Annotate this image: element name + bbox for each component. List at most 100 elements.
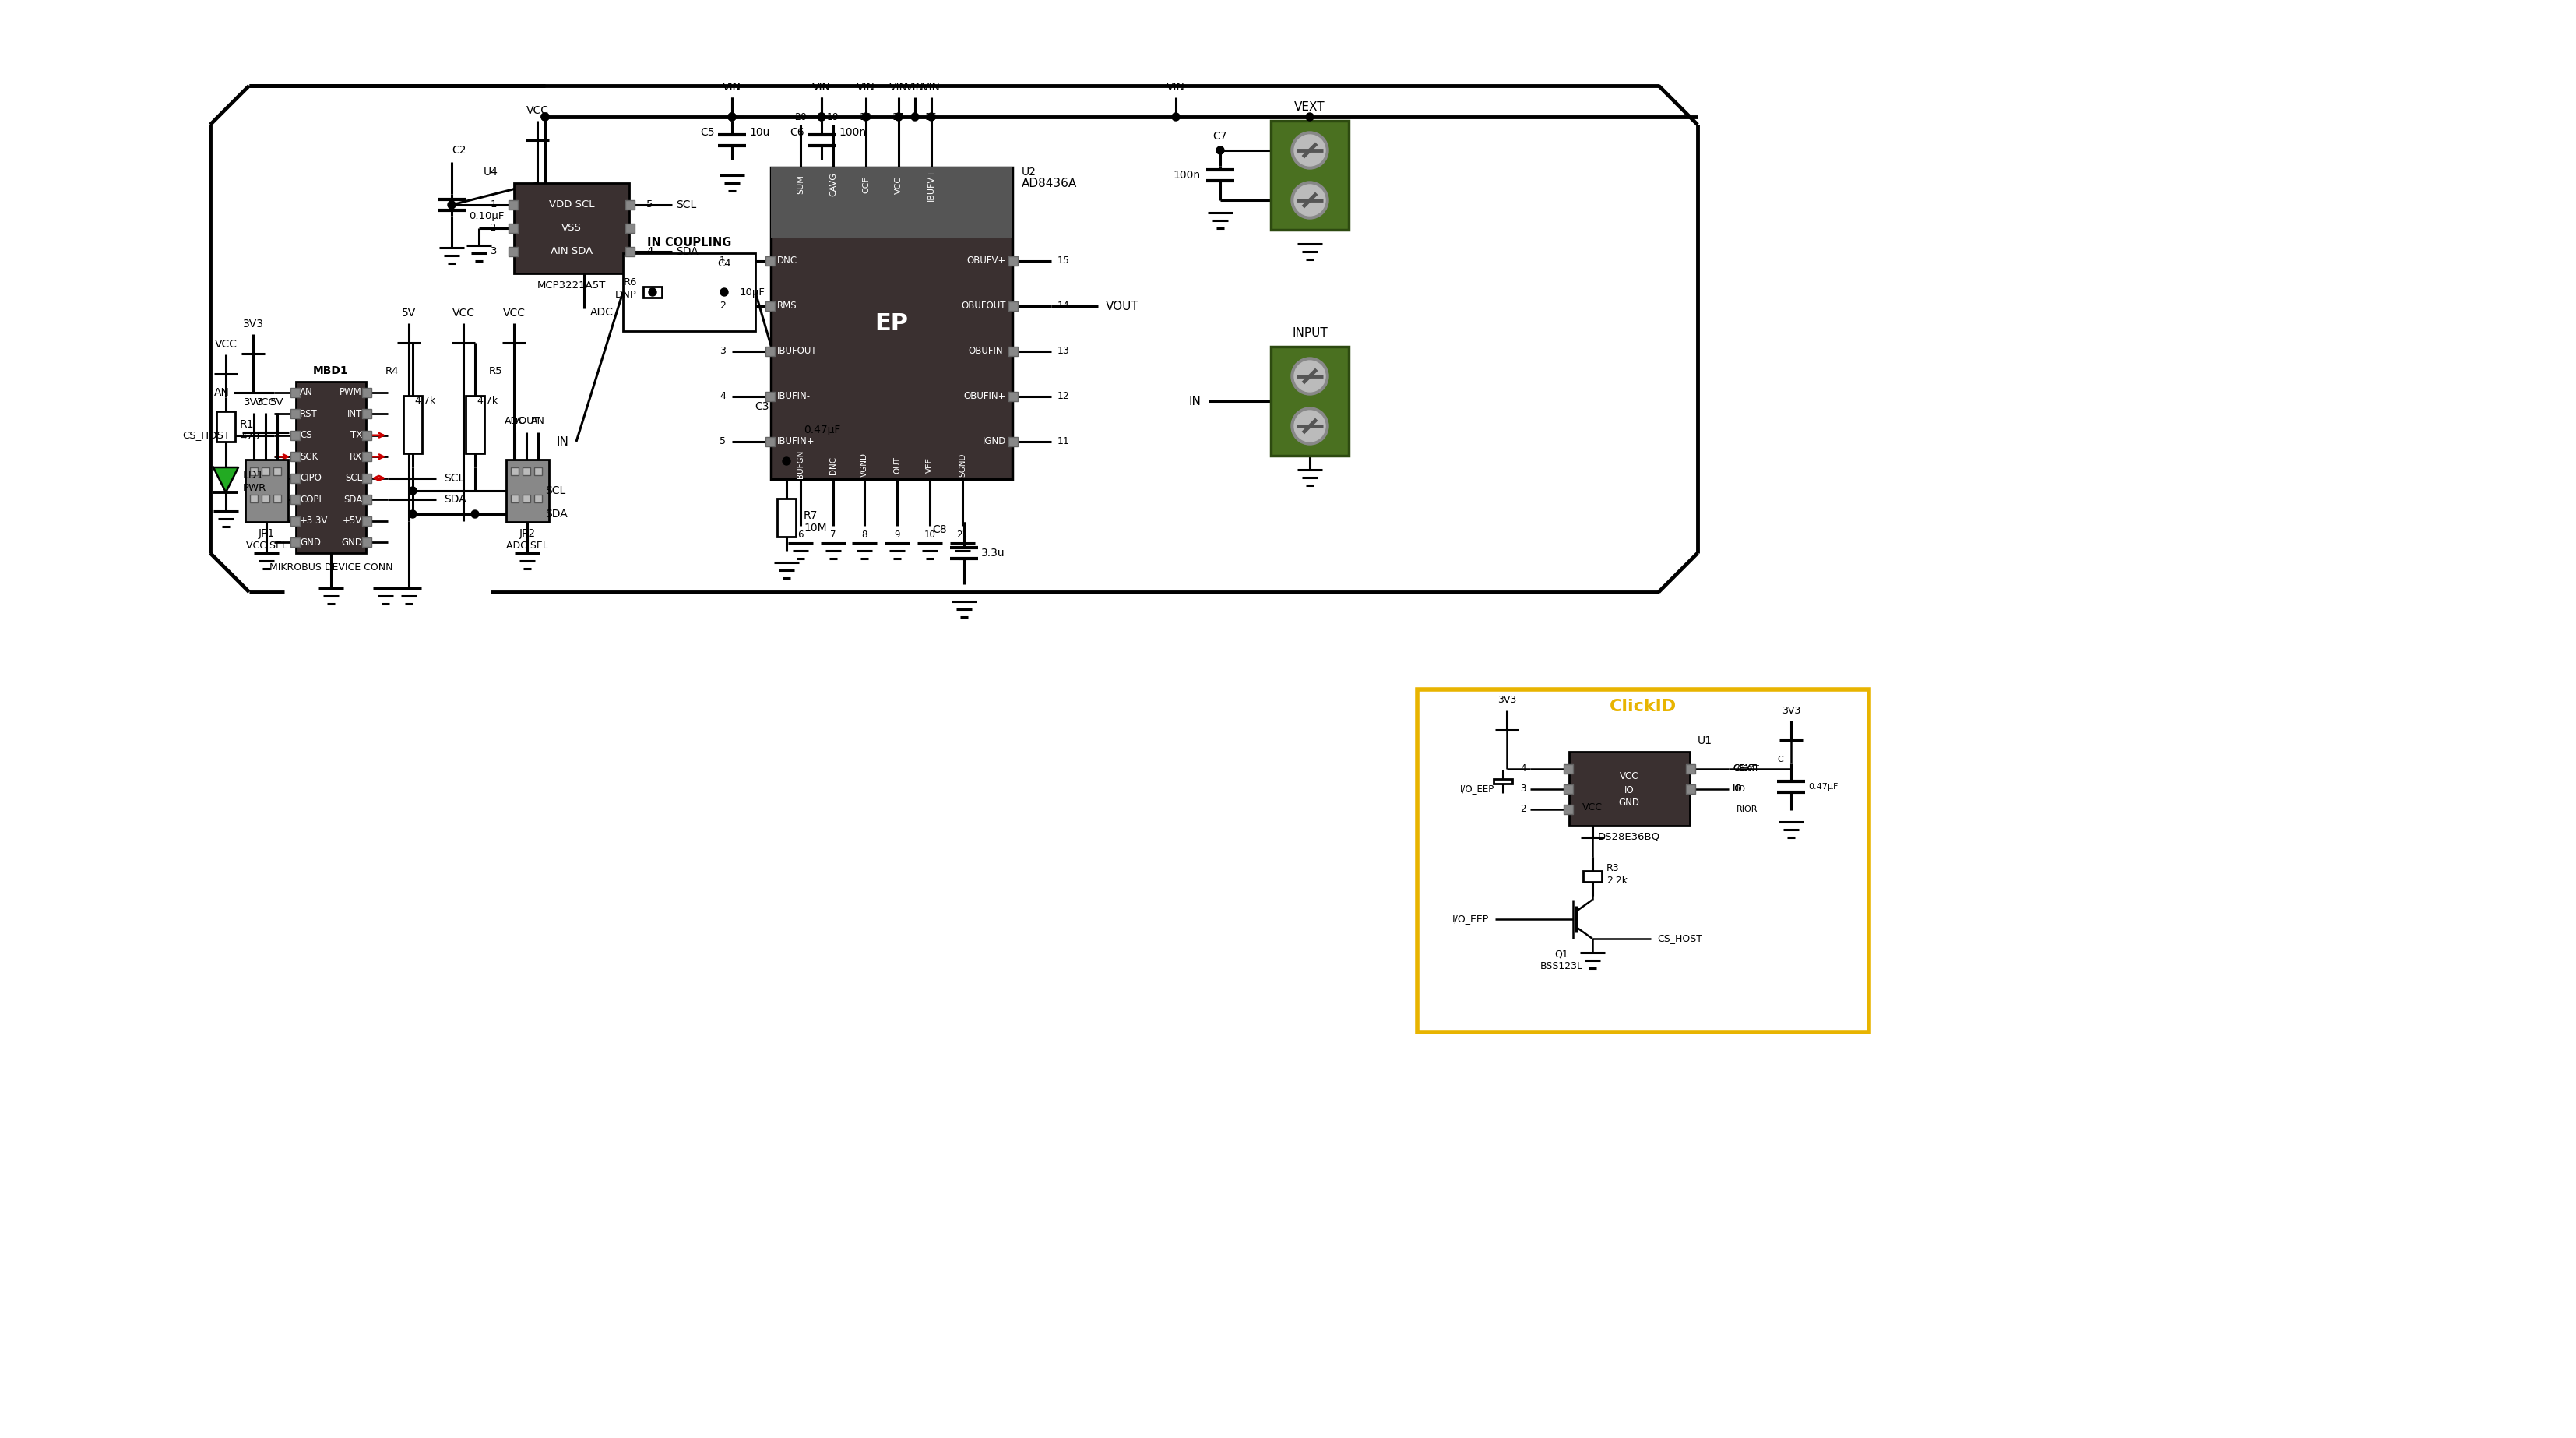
Text: CEXT: CEXT bbox=[1734, 764, 1757, 774]
Bar bbox=[216, 411, 234, 441]
Text: R4: R4 bbox=[384, 365, 399, 375]
Bar bbox=[363, 452, 371, 462]
Text: C8: C8 bbox=[933, 525, 948, 535]
Text: 0.47μF: 0.47μF bbox=[1808, 782, 1839, 791]
Text: 3.3u: 3.3u bbox=[981, 548, 1005, 558]
Text: VIN: VIN bbox=[858, 82, 876, 92]
Text: VCC: VCC bbox=[894, 175, 902, 194]
Text: 19: 19 bbox=[827, 112, 840, 122]
Text: 0.10μF: 0.10μF bbox=[469, 211, 505, 221]
Circle shape bbox=[1306, 114, 1314, 121]
Text: U4: U4 bbox=[484, 167, 497, 178]
Bar bbox=[291, 516, 299, 526]
Text: VCC: VCC bbox=[502, 308, 526, 319]
Text: VEE: VEE bbox=[925, 457, 933, 473]
Text: IBUFIN+: IBUFIN+ bbox=[778, 437, 814, 447]
Text: 7: 7 bbox=[829, 531, 837, 541]
Text: IBUFV+: IBUFV+ bbox=[927, 168, 935, 201]
Text: SCL: SCL bbox=[345, 473, 363, 483]
Text: 17: 17 bbox=[891, 112, 904, 122]
Text: C: C bbox=[1777, 755, 1783, 764]
Text: 13: 13 bbox=[1059, 347, 1069, 357]
Text: INPUT: INPUT bbox=[1293, 326, 1327, 338]
Text: VIN: VIN bbox=[1167, 82, 1185, 92]
Text: 5: 5 bbox=[647, 200, 652, 210]
Bar bbox=[510, 467, 518, 475]
Text: BSS123L: BSS123L bbox=[1540, 961, 1582, 971]
Text: C6: C6 bbox=[791, 127, 804, 138]
Circle shape bbox=[541, 114, 549, 121]
Text: MIKROBUS DEVICE CONN: MIKROBUS DEVICE CONN bbox=[270, 562, 392, 572]
Bar bbox=[533, 467, 541, 475]
Text: 5: 5 bbox=[719, 437, 726, 447]
Bar bbox=[291, 495, 299, 505]
Text: 1: 1 bbox=[489, 200, 497, 210]
Text: OBUFV+: OBUFV+ bbox=[966, 256, 1007, 266]
Bar bbox=[1569, 752, 1690, 825]
Text: VDD SCL: VDD SCL bbox=[549, 200, 595, 210]
Circle shape bbox=[1293, 135, 1327, 165]
Circle shape bbox=[817, 114, 824, 121]
Text: CIPO: CIPO bbox=[299, 473, 322, 483]
Text: 1: 1 bbox=[719, 256, 726, 266]
Text: LD1: LD1 bbox=[242, 470, 265, 480]
Text: OUT: OUT bbox=[894, 456, 902, 473]
Text: I/O_EEP: I/O_EEP bbox=[1453, 915, 1489, 925]
Bar bbox=[291, 430, 299, 440]
Bar bbox=[291, 538, 299, 546]
Text: 10u: 10u bbox=[750, 127, 770, 138]
Text: DNC: DNC bbox=[829, 456, 837, 475]
Bar bbox=[765, 391, 775, 401]
Text: 3V3: 3V3 bbox=[242, 318, 263, 329]
Circle shape bbox=[912, 114, 920, 121]
Text: 3: 3 bbox=[1520, 784, 1528, 794]
Bar bbox=[250, 467, 258, 475]
Text: VIN: VIN bbox=[907, 82, 925, 92]
Bar bbox=[363, 430, 371, 440]
Text: OBUFIN-: OBUFIN- bbox=[969, 347, 1007, 357]
Text: AD8436A: AD8436A bbox=[1023, 177, 1077, 188]
Text: 4: 4 bbox=[719, 391, 726, 401]
Text: CS_HOST: CS_HOST bbox=[1656, 933, 1703, 943]
Text: JP1: JP1 bbox=[258, 528, 276, 539]
Text: C4: C4 bbox=[716, 259, 732, 269]
Bar bbox=[1417, 689, 1870, 1032]
Text: RST: RST bbox=[299, 408, 317, 418]
Text: GND: GND bbox=[340, 538, 363, 548]
Text: IBUFOUT: IBUFOUT bbox=[778, 347, 817, 357]
Circle shape bbox=[817, 114, 824, 121]
Bar bbox=[363, 495, 371, 505]
Text: R6: R6 bbox=[623, 278, 636, 288]
Text: AIN SDA: AIN SDA bbox=[551, 246, 592, 256]
Text: SCL: SCL bbox=[443, 473, 464, 483]
Text: 12: 12 bbox=[1059, 391, 1069, 401]
Text: C5: C5 bbox=[701, 127, 716, 138]
Text: 10: 10 bbox=[925, 531, 935, 541]
Circle shape bbox=[721, 288, 729, 296]
Text: IN: IN bbox=[556, 436, 569, 447]
Text: IBUFGN: IBUFGN bbox=[796, 450, 804, 480]
Text: IN COUPLING: IN COUPLING bbox=[647, 236, 732, 249]
Text: VIN: VIN bbox=[889, 82, 907, 92]
Text: 100n: 100n bbox=[1175, 170, 1200, 181]
Circle shape bbox=[649, 288, 657, 296]
Circle shape bbox=[1293, 184, 1327, 216]
Text: U2: U2 bbox=[1023, 167, 1036, 178]
Text: C7: C7 bbox=[1213, 131, 1226, 142]
Text: RX: RX bbox=[350, 452, 363, 462]
Circle shape bbox=[1291, 181, 1329, 219]
Circle shape bbox=[927, 114, 935, 121]
Text: PWR: PWR bbox=[242, 483, 265, 493]
Bar bbox=[1270, 121, 1350, 230]
Text: 3V3: 3V3 bbox=[245, 398, 263, 408]
Text: AN: AN bbox=[299, 387, 312, 397]
Bar bbox=[644, 286, 662, 298]
Text: SCL: SCL bbox=[546, 485, 567, 496]
Text: 8: 8 bbox=[860, 531, 868, 541]
Text: 0.47μF: 0.47μF bbox=[804, 424, 840, 436]
Bar bbox=[1564, 764, 1574, 774]
Text: 2: 2 bbox=[1520, 804, 1528, 814]
Bar bbox=[1007, 347, 1018, 357]
Circle shape bbox=[471, 510, 479, 518]
Bar bbox=[1007, 302, 1018, 311]
